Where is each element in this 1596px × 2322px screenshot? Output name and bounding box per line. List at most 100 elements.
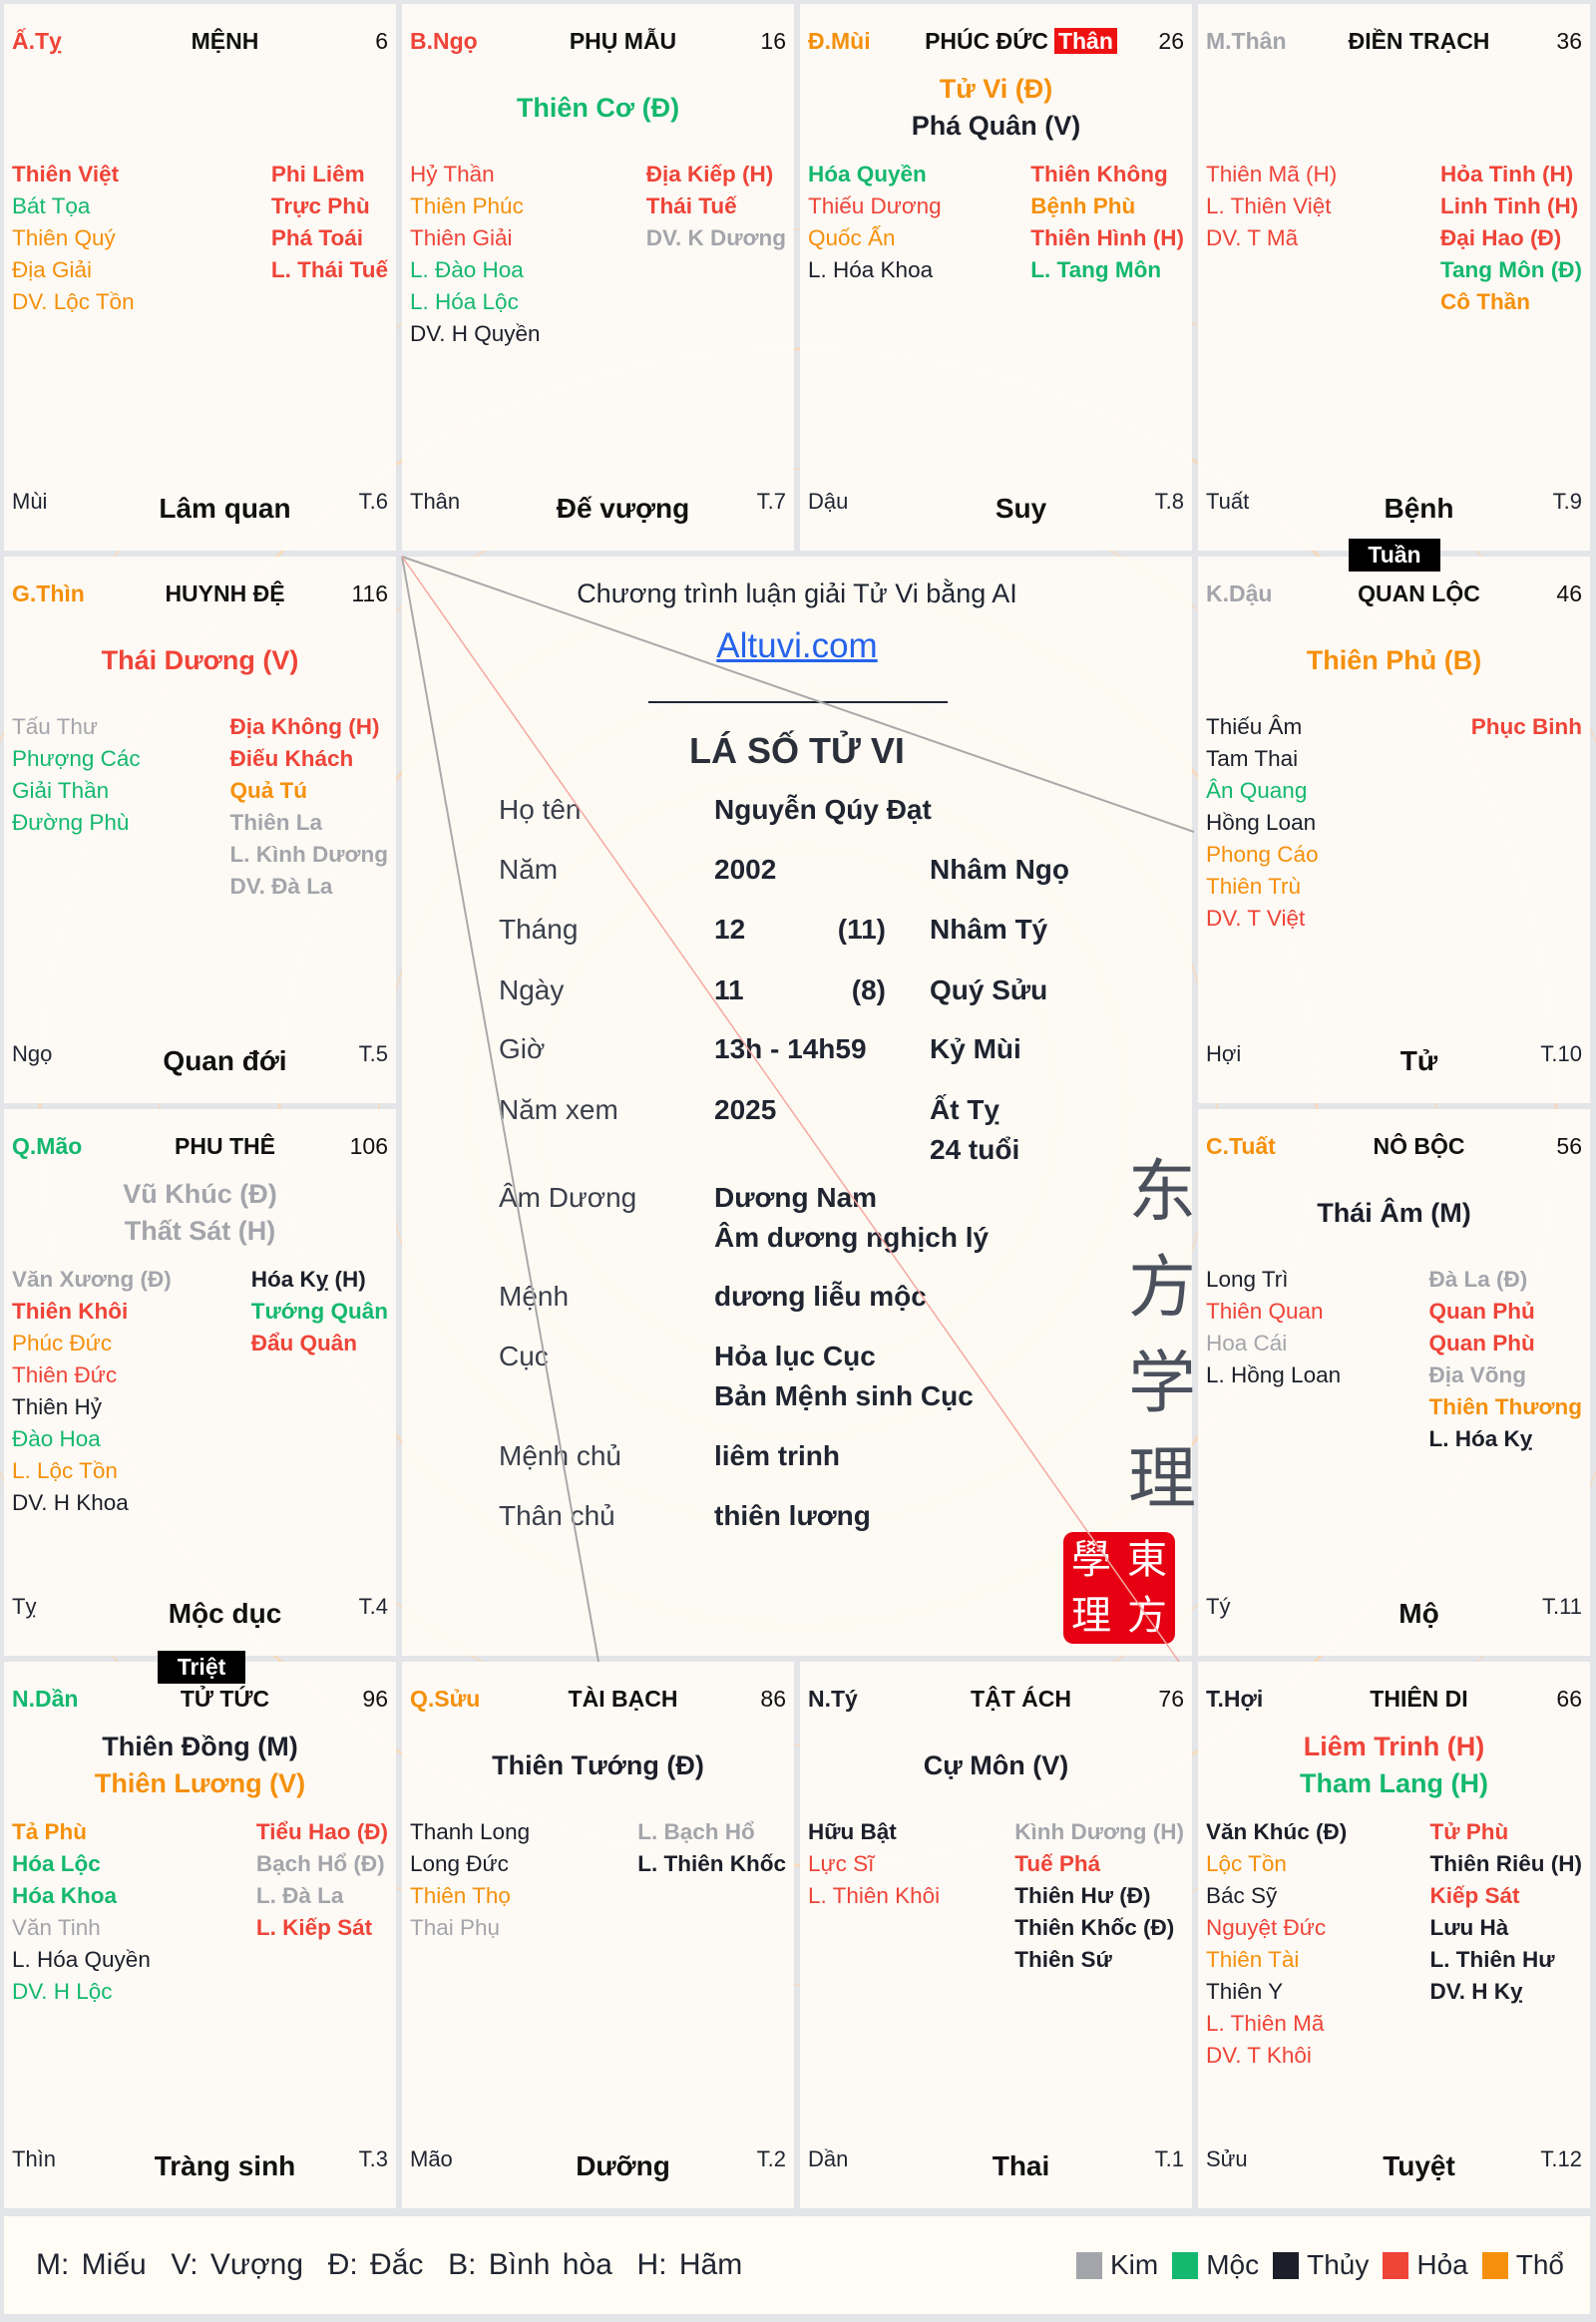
palace-cell[interactable]: B.Ngọ PHỤ MẪU 16 Thiên Cơ (Đ) Hỷ Thần Thiên…	[402, 4, 794, 551]
palace-header: Đ.Mùi PHÚC ĐỨC Thân 26	[808, 26, 1184, 56]
minor-star: Thiên Thọ	[410, 1883, 511, 1908]
minor-star: Tả Phù	[12, 1819, 88, 1844]
palace-cell[interactable]: Ấ.Tỵ MỆNH 6 Thiên Việt Bát Tọa Thiên Quý Địa…	[4, 4, 396, 551]
info-lunar: (8)	[851, 974, 886, 1005]
website-link[interactable]: Altuvi.com	[716, 626, 878, 665]
minor-star: Long Trì	[1206, 1267, 1289, 1292]
palace-header: K.Dậu QUAN LỘC 46	[1206, 579, 1582, 608]
right-star-column: Hóa Kỵ (H) Tướng Quân Đẩu Quân	[251, 1264, 388, 1519]
minor-star: Hoa Cái	[1206, 1331, 1288, 1355]
info-value: Dương Nam	[714, 1182, 878, 1213]
info-value: 2025	[714, 1094, 777, 1125]
right-star-column: Địa Kiếp (H) Thái Tuế DV. K Dương	[646, 159, 786, 350]
info-canchi: Kỷ Mùi	[930, 1033, 1021, 1064]
minor-star: L. Hóa Kỵ	[1428, 1426, 1533, 1451]
palace-cell[interactable]: Đ.Mùi PHÚC ĐỨC Thân 26 Tử Vi (Đ) Phá Quân (…	[800, 4, 1192, 551]
main-stars: Thiên Cơ (Đ)	[402, 60, 794, 156]
palace-cell[interactable]: M.Thân ĐIỀN TRẠCH 36 Thiên Mã (H) L. Thiên…	[1198, 4, 1590, 551]
minor-star: Đào Hoa	[12, 1426, 101, 1451]
minor-star: Quan Phù	[1428, 1331, 1535, 1355]
minor-star: Thiên Không	[1030, 162, 1168, 187]
red-seal-stamp: 學東理方	[1063, 1532, 1175, 1644]
palace-cell[interactable]: Q.Mão PHU THÊ 106 Vũ Khúc (Đ) Thất Sát (H)…	[4, 1109, 396, 1656]
tuan-badge: Tuần	[1349, 539, 1440, 572]
minor-star: Thiên Hình (H)	[1030, 225, 1184, 250]
left-star-column: Hữu Bật Lực Sĩ L. Thiên Khôi	[808, 1816, 940, 1976]
minor-star: Thiên Đức	[12, 1362, 118, 1387]
palace-canchi: M.Thân	[1206, 27, 1287, 54]
minor-star: Thiếu Dương	[808, 194, 942, 218]
brightness-legend: M: Miếu V: Vượng Đ: Đắc B: Bình hòa H: H…	[36, 2248, 743, 2281]
palace-footer: Thân Đế vượng T.7	[410, 489, 786, 525]
minor-star: Thiên Hư (Đ)	[1014, 1883, 1151, 1908]
palace-name: NÔ BỘC	[1316, 1133, 1522, 1160]
palace-cell[interactable]: T.Hợi THIÊN DI 66 Liêm Trinh (H) Tham Lang…	[1198, 1662, 1590, 2208]
minor-stars: Tả Phù Hóa Lộc Hóa Khoa Văn Tinh L. Hóa Quyề…	[12, 1816, 388, 2008]
palace-state: Mộc dục	[168, 1598, 282, 1629]
palace-month: T.4	[358, 1594, 388, 1619]
minor-star: Thiên La	[229, 810, 322, 835]
palace-age: 76	[1158, 1685, 1184, 1712]
info-age: 24 tuổi	[930, 1134, 1020, 1165]
right-star-column: Phi Liêm Trực Phù Phá Toái L. Thái Tuế	[271, 159, 388, 318]
palace-state: Quan đới	[163, 1045, 287, 1076]
palace-age: 6	[375, 27, 388, 54]
info-value: Nguyễn Qúy Đạt	[714, 794, 932, 825]
palace-name: HUYNH ĐỆ	[122, 580, 328, 607]
palace-name-text: MỆNH	[191, 27, 259, 54]
main-star: Tham Lang (H)	[1300, 1768, 1488, 1798]
main-stars: Liêm Trinh (H) Tham Lang (H)	[1198, 1718, 1590, 1813]
minor-star: Thiên Mã (H)	[1206, 162, 1338, 187]
minor-star: DV. Lộc Tồn	[12, 289, 135, 314]
minor-star: L. Kiếp Sát	[255, 1915, 373, 1940]
palace-age: 116	[351, 580, 388, 606]
info-canchi: Nhâm Ngọ	[930, 854, 1069, 885]
minor-star: Thiên Y	[1206, 1979, 1284, 2004]
info-label: Ngày	[499, 974, 565, 1005]
palace-name: ĐIỀN TRẠCH	[1316, 28, 1522, 55]
info-value: dương liễu mộc	[714, 1281, 927, 1312]
minor-star: L. Đà La	[255, 1883, 344, 1908]
palace-header: Q.Mão PHU THÊ 106	[12, 1131, 388, 1161]
minor-star: Thanh Long	[410, 1819, 531, 1844]
info-label: Năm xem	[499, 1094, 618, 1125]
palace-name-text: TỬ TỨC	[180, 1685, 270, 1712]
watermark-ring	[0, 228, 1596, 1986]
left-star-column: Long Trì Thiên Quan Hoa Cái L. Hồng Loan	[1206, 1264, 1341, 1455]
palace-header: Ấ.Tỵ MỆNH 6	[12, 26, 388, 56]
main-star: Thái Dương (V)	[101, 644, 299, 675]
minor-star: Thiếu Âm	[1206, 714, 1303, 739]
info-value: 13h - 14h59	[714, 1033, 867, 1064]
legend-footer: M: Miếu V: Vượng Đ: Đắc B: Bình hòa H: H…	[4, 2216, 1590, 2314]
element-label: Thổ	[1515, 2249, 1564, 2280]
right-star-column: Địa Không (H) Điếu Khách Quả Tú Thiên La L. …	[229, 711, 388, 903]
minor-star: Trực Phù	[270, 194, 370, 218]
info-label: Họ tên	[499, 794, 582, 825]
minor-star: Tam Thai	[1206, 746, 1299, 771]
palace-footer: Hợi Tử T.10	[1206, 1041, 1582, 1077]
palace-canchi: Q.Sửu	[410, 1685, 481, 1712]
info-label: Giờ	[499, 1033, 546, 1064]
minor-stars: Hữu Bật Lực Sĩ L. Thiên Khôi Kình Dương (H)…	[808, 1816, 1184, 1976]
left-star-column: Thiếu Âm Tam Thai Ân Quang Hồng Loan Phong C…	[1206, 711, 1319, 935]
palace-cell[interactable]: N.Tý TẬT ÁCH 76 Cự Môn (V) Hữu Bật Lực Sĩ L.…	[800, 1662, 1192, 2208]
palace-footer: Tý Mộ T.11	[1206, 1594, 1582, 1630]
palace-cell[interactable]: G.Thìn HUYNH ĐỆ 116 Thái Dương (V) Tấu Thư…	[4, 557, 396, 1103]
palace-footer: Dậu Suy T.8	[808, 489, 1184, 525]
main-star: Thiên Cơ (Đ)	[516, 92, 680, 123]
palace-cell[interactable]: N.Dần TỬ TỨC 96 Thiên Đồng (M) Thiên Lương…	[4, 1662, 396, 2208]
seal-char: 學	[1071, 1537, 1111, 1583]
info-canchi: Quý Sửu	[930, 974, 1048, 1005]
palace-cell[interactable]: C.Tuất NÔ BỘC 56 Thái Âm (M) Long Trì Thiên…	[1198, 1109, 1590, 1656]
palace-cell[interactable]: Q.Sửu TÀI BẠCH 86 Thiên Tướng (Đ) Thanh Lo…	[402, 1662, 794, 2208]
element-label: Mộc	[1206, 2249, 1260, 2280]
minor-star: Cô Thần	[1439, 289, 1530, 314]
minor-star: Thiên Thương	[1428, 1394, 1582, 1419]
palace-month: T.2	[756, 2146, 786, 2171]
minor-star: DV. H Lộc	[12, 1979, 113, 2004]
calligraphy-char: 理	[1127, 1440, 1196, 1519]
palace-month: T.11	[1542, 1594, 1582, 1619]
palace-cell[interactable]: K.Dậu QUAN LỘC 46 Thiên Phủ (B) Thiếu Âm Ta…	[1198, 557, 1590, 1103]
palace-name: MỆNH	[122, 28, 328, 55]
minor-star: L. Thiên Mã	[1206, 2011, 1325, 2036]
